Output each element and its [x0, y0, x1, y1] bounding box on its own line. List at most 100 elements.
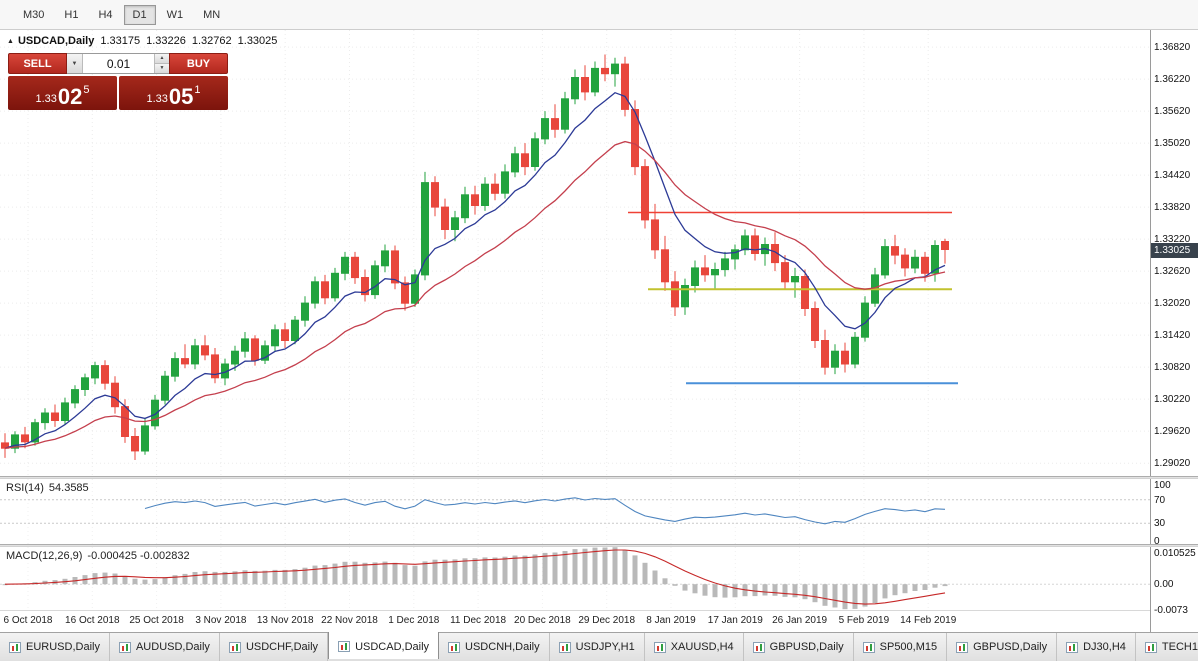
tab-label: AUDUSD,Daily — [135, 641, 210, 653]
bid-price-display[interactable]: 1.33 02 5 — [8, 76, 117, 110]
chart-header: ▲ USDCAD,Daily 1.33175 1.33226 1.32762 1… — [7, 35, 277, 47]
rsi-canvas[interactable] — [0, 479, 1150, 544]
chart-tab-bar: EURUSD,Daily AUDUSD,Daily USDCHF,Daily USDC… — [0, 631, 1198, 661]
ask-price-display[interactable]: 1.33 05 1 — [119, 76, 228, 110]
macd-axis-label: 0.010525 — [1154, 548, 1196, 559]
price-axis-label: 1.32020 — [1154, 298, 1191, 310]
splitter-main-rsi[interactable] — [0, 476, 1198, 479]
price-axis-label: 1.33220 — [1154, 234, 1191, 246]
tab-audusd-daily[interactable]: AUDUSD,Daily — [109, 633, 220, 661]
macd-canvas[interactable] — [0, 547, 1150, 610]
tab-gbpusd-daily[interactable]: GBPUSD,Daily — [947, 633, 1058, 661]
rsi-axis-label: 100 — [1154, 480, 1171, 491]
mini-chart-icon — [862, 641, 875, 653]
tab-sp500-m15[interactable]: SP500,M15 — [853, 633, 948, 661]
ask-big-digits: 05 — [168, 84, 194, 109]
mini-chart-icon — [1066, 641, 1079, 653]
mini-chart-icon — [228, 641, 241, 653]
tab-dj30-h4[interactable]: DJ30,H4 — [1057, 633, 1136, 661]
tab-xauusd-h4[interactable]: XAUUSD,H4 — [644, 633, 744, 661]
ohlc-high: 1.33226 — [146, 35, 186, 47]
date-axis-label: 20 Dec 2018 — [514, 615, 571, 626]
tab-gbpusd-daily[interactable]: GBPUSD,Daily — [743, 633, 854, 661]
date-axis-label: 29 Dec 2018 — [578, 615, 636, 626]
ask-pipette: 1 — [194, 84, 201, 96]
tab-label: USDJPY,H1 — [575, 641, 635, 653]
price-axis-label: 1.30220 — [1154, 394, 1191, 406]
volume-increase-button[interactable]: ▲ — [155, 54, 169, 64]
timeframe-toolbar: M30 H1 H4 D1 W1 MN — [0, 0, 1198, 30]
tab-label: GBPUSD,Daily — [973, 641, 1048, 653]
one-click-trade-panel: SELL ▼ ▲ ▼ BUY 1.33 02 5 1.33 05 1 — [8, 53, 228, 110]
date-axis-label: 1 Dec 2018 — [388, 615, 440, 626]
timeframe-button-w1[interactable]: W1 — [158, 5, 193, 25]
date-axis-label: 3 Nov 2018 — [195, 615, 247, 626]
bid-big-digits: 02 — [57, 84, 83, 109]
rsi-label: RSI(14) — [6, 482, 44, 494]
rsi-axis-label: 70 — [1154, 494, 1166, 506]
volume-dropdown-button[interactable]: ▼ — [67, 54, 83, 73]
timeframe-button-m30[interactable]: M30 — [14, 5, 53, 25]
rsi-line — [144, 497, 946, 525]
volume-decrease-button[interactable]: ▼ — [155, 64, 169, 73]
macd-header: MACD(12,26,9) -0.000425 -0.002832 — [6, 550, 190, 562]
mini-chart-icon — [448, 641, 461, 653]
ohlc-open: 1.33175 — [100, 35, 141, 47]
price-axis[interactable]: 1.33025 1.36820 1.36220 1.35620 1.35020 1.34… — [1150, 30, 1198, 632]
price-axis-label: 1.36220 — [1154, 74, 1191, 86]
price-axis-label: 1.35620 — [1154, 106, 1191, 118]
rsi-axis-label: 30 — [1154, 518, 1166, 530]
date-axis-label: 13 Nov 2018 — [256, 615, 314, 626]
mini-chart-icon — [9, 641, 21, 653]
volume-spinner: ▲ ▼ — [154, 54, 169, 73]
current-price-tag: 1.33025 — [1151, 242, 1198, 258]
candles-layer — [1, 54, 949, 460]
price-axis-label: 1.36820 — [1154, 42, 1191, 54]
macd-axis-label: 0.00 — [1154, 579, 1174, 591]
tab-usdcnh-daily[interactable]: USDCNH,Daily — [439, 633, 550, 661]
date-axis[interactable]: 6 Oct 2018 16 Oct 2018 25 Oct 2018 3 Nov 20… — [0, 610, 1150, 632]
macd-axis-label: -0.0073 — [1154, 605, 1188, 616]
macd-values: -0.000425 -0.002832 — [87, 550, 190, 562]
macd-label: MACD(12,26,9) — [6, 550, 83, 562]
date-axis-label: 16 Oct 2018 — [65, 615, 120, 626]
mini-chart-icon — [338, 641, 351, 652]
buy-button[interactable]: BUY — [169, 53, 228, 74]
price-axis-label: 1.30820 — [1154, 362, 1191, 374]
tab-label: SP500,M15 — [879, 641, 938, 653]
timeframe-button-d1[interactable]: D1 — [123, 4, 156, 25]
tab-label: GBPUSD,Daily — [769, 641, 844, 653]
mini-chart-icon — [752, 641, 765, 653]
trendlines-layer[interactable] — [628, 211, 958, 385]
date-axis-label: 17 Jan 2019 — [707, 615, 763, 626]
tab-tech100-h1[interactable]: TECH100,H1 — [1135, 633, 1198, 661]
timeframe-button-h4[interactable]: H4 — [89, 5, 121, 25]
timeframe-button-h1[interactable]: H1 — [55, 5, 87, 25]
date-axis-label: 26 Jan 2019 — [772, 615, 828, 626]
tab-label: USDCAD,Daily — [355, 640, 430, 653]
rsi-value: 54.3585 — [48, 482, 89, 494]
price-axis-label: 1.31420 — [1154, 330, 1191, 342]
tab-usdcad-daily[interactable]: USDCAD,Daily — [328, 631, 440, 659]
date-axis-label: 25 Oct 2018 — [129, 615, 184, 626]
date-axis-label: 11 Dec 2018 — [450, 615, 507, 626]
tab-eurusd-daily[interactable]: EURUSD,Daily — [0, 633, 110, 661]
ohlc-close: 1.33025 — [237, 35, 278, 47]
volume-input[interactable] — [83, 54, 154, 73]
price-axis-label: 1.33820 — [1154, 202, 1191, 214]
date-axis-label: 6 Oct 2018 — [3, 615, 53, 626]
tab-usdjpy-h1[interactable]: USDJPY,H1 — [549, 633, 645, 661]
timeframe-button-mn[interactable]: MN — [194, 5, 229, 25]
chart-marker-icon: ▲ — [7, 37, 14, 45]
mini-chart-icon — [653, 641, 666, 653]
bid-pipette: 5 — [83, 84, 90, 96]
ma-slow-line — [4, 140, 946, 449]
tab-usdchf-daily[interactable]: USDCHF,Daily — [219, 633, 329, 661]
ohlc-low: 1.32762 — [191, 35, 232, 47]
mini-chart-icon — [1144, 641, 1157, 653]
date-axis-label: 14 Feb 2019 — [900, 615, 957, 626]
ask-prefix: 1.33 — [146, 93, 168, 105]
sell-button[interactable]: SELL — [8, 53, 67, 74]
bid-prefix: 1.33 — [35, 93, 57, 105]
splitter-rsi-macd[interactable] — [0, 544, 1198, 547]
